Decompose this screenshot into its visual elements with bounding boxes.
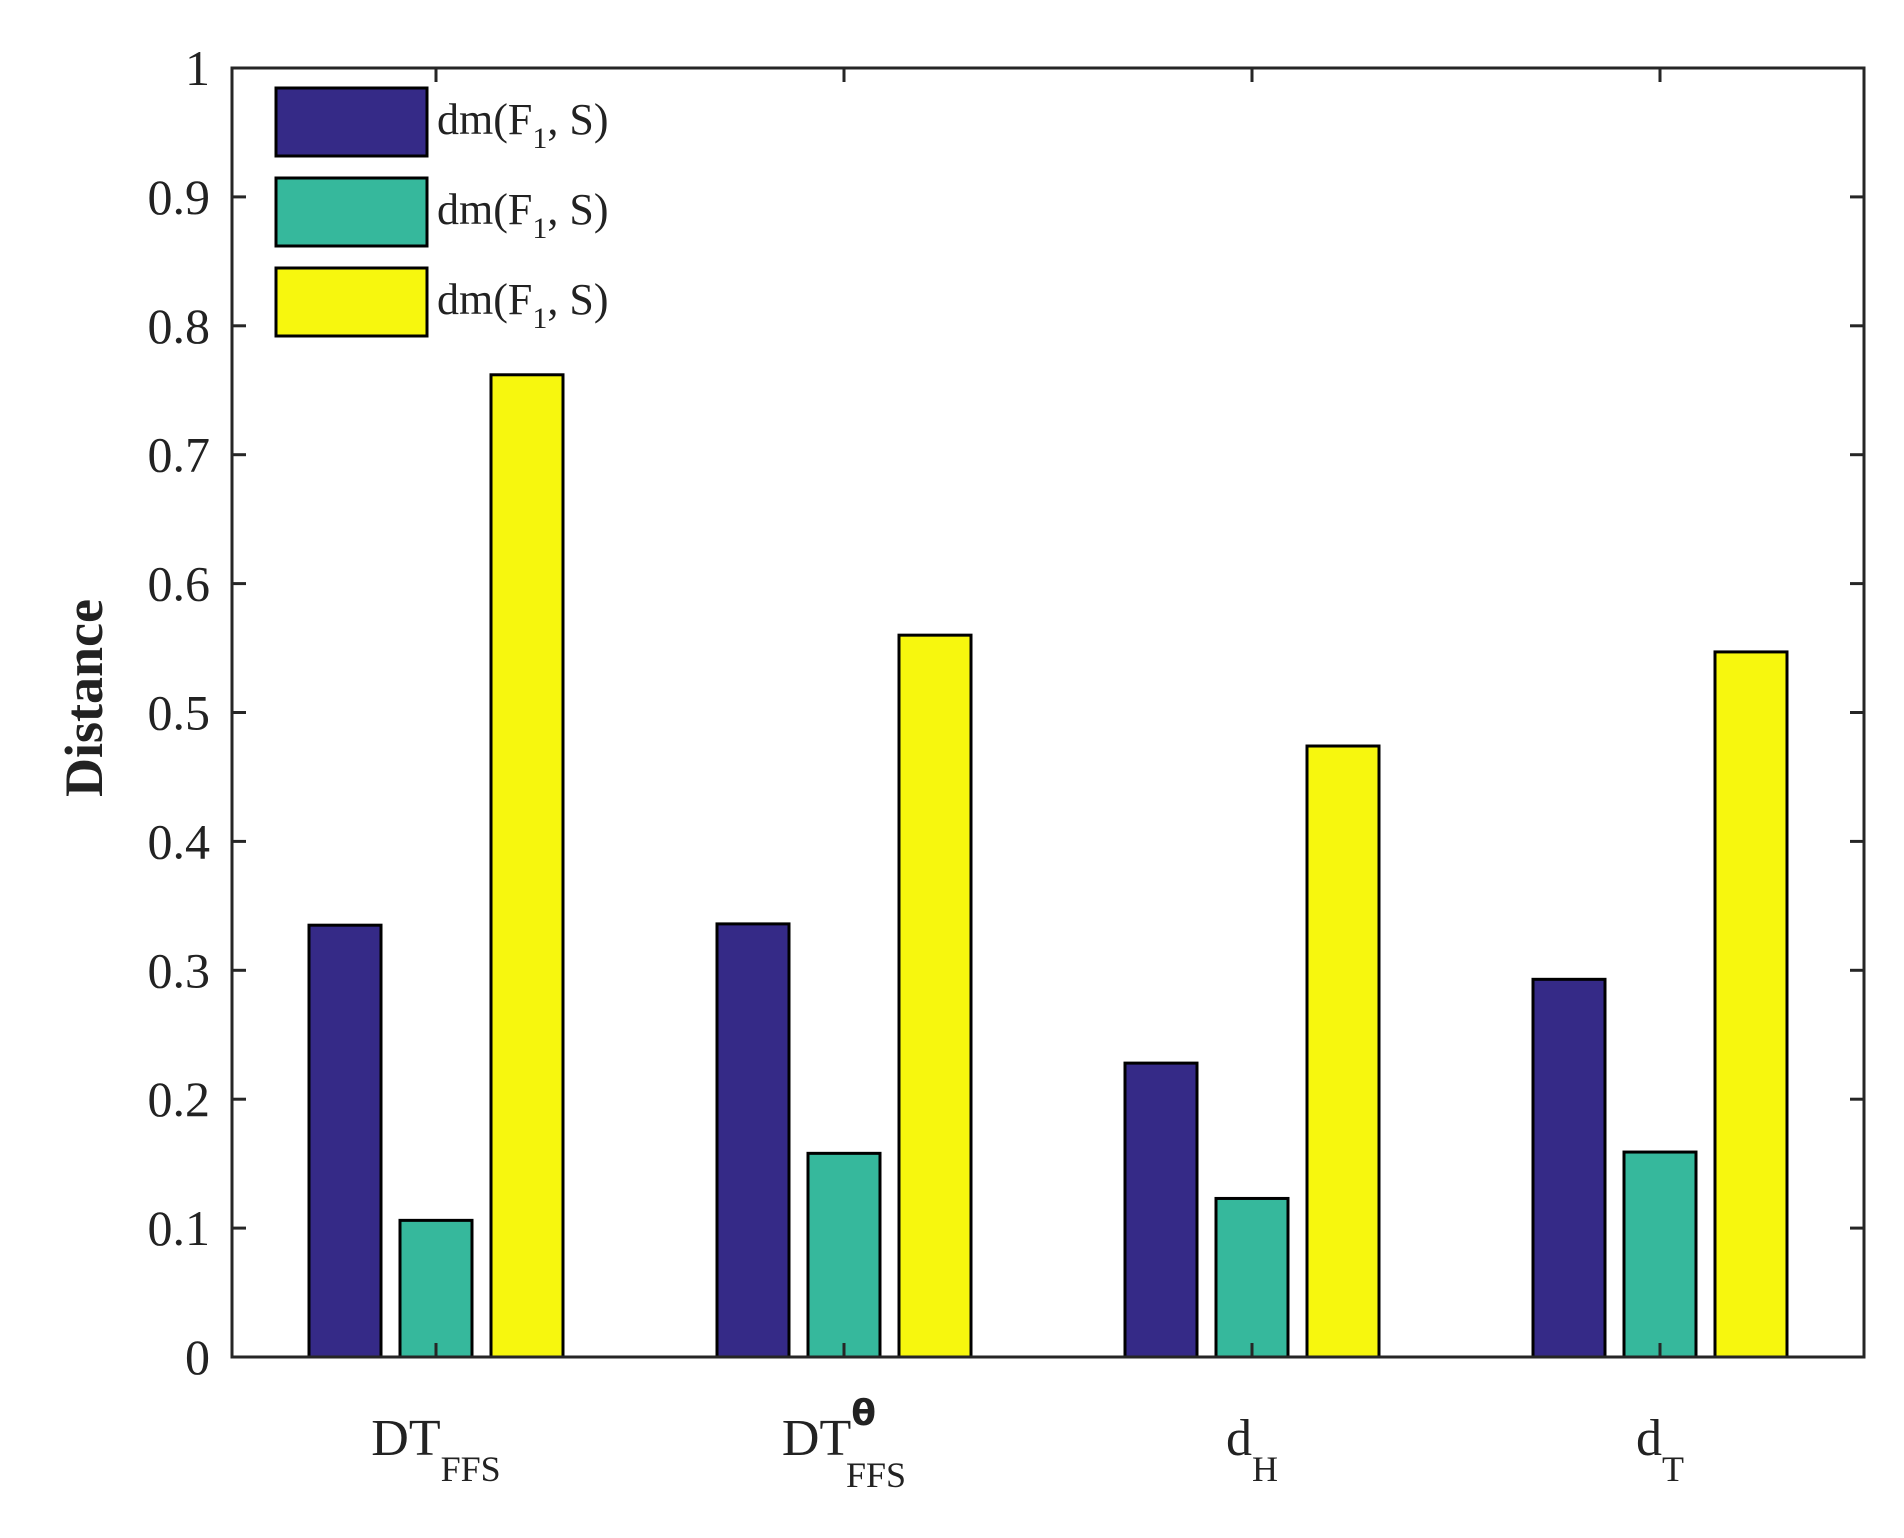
bar-2-series-2 xyxy=(1305,744,1381,1359)
x-tick-label: DTθ FFS xyxy=(782,1393,906,1495)
x-tick-label-main: d xyxy=(1636,1410,1662,1467)
legend-label-0: dm(F1, S) xyxy=(437,95,608,155)
y-tick-label: 0.1 xyxy=(148,1200,211,1256)
y-tick-label: 0.4 xyxy=(148,813,211,869)
legend-label-tail: , S) xyxy=(547,185,608,234)
bars-group xyxy=(307,373,1789,1359)
x-tick-label-sub: FFS xyxy=(846,1455,906,1495)
y-tick-label: 0.7 xyxy=(148,427,211,483)
y-tick-label: 0.3 xyxy=(148,942,211,998)
y-axis-label: Distance xyxy=(54,599,114,797)
bar-2-series-1 xyxy=(1214,1196,1290,1359)
x-tick-label-main: DT xyxy=(371,1410,440,1467)
y-tick-label: 0.5 xyxy=(148,685,211,741)
x-tick-label: dT xyxy=(1636,1410,1684,1489)
legend-label-1: dm(F1, S) xyxy=(437,185,608,245)
y-tick-label: 0.9 xyxy=(148,169,211,225)
bar-2-series-0 xyxy=(1123,1061,1199,1359)
y-tick-label: 0 xyxy=(185,1329,210,1385)
legend-label-sub: 1 xyxy=(532,212,547,245)
legend-label-main: dm(F xyxy=(437,95,532,144)
bar-3-series-1 xyxy=(1622,1150,1698,1359)
legend-label-tail: , S) xyxy=(547,95,608,144)
bar-3-series-0 xyxy=(1531,977,1607,1359)
legend-label-sub: 1 xyxy=(532,302,547,335)
bar-3-series-2 xyxy=(1713,650,1789,1359)
legend-swatch-2 xyxy=(274,266,429,338)
y-tick-label: 1 xyxy=(185,40,210,96)
x-tick-label-sub: FFS xyxy=(441,1449,501,1489)
legend: dm(F1, S)dm(F1, S)dm(F1, S) xyxy=(274,86,608,338)
x-tick-label: dH xyxy=(1226,1410,1278,1489)
x-tick-label: DTFFS xyxy=(371,1410,500,1489)
y-tick-label: 0.2 xyxy=(148,1071,211,1127)
bar-0-series-0 xyxy=(307,923,383,1359)
legend-label-main: dm(F xyxy=(437,185,532,234)
legend-label-tail: , S) xyxy=(547,275,608,324)
legend-label-main: dm(F xyxy=(437,275,532,324)
bar-0-series-2 xyxy=(489,373,565,1359)
legend-label-2: dm(F1, S) xyxy=(437,275,608,335)
x-tick-label-sup: θ xyxy=(851,1393,876,1434)
x-tick-label-main: DT xyxy=(782,1410,851,1467)
bar-1-series-2 xyxy=(897,633,973,1359)
x-tick-label-main: d xyxy=(1226,1410,1252,1467)
legend-swatch-1 xyxy=(274,176,429,248)
legend-swatch-0 xyxy=(274,86,429,158)
x-tick-label-sub: T xyxy=(1662,1449,1684,1489)
y-tick-label: 0.6 xyxy=(148,556,211,612)
bar-0-series-1 xyxy=(398,1218,474,1359)
legend-label-sub: 1 xyxy=(532,122,547,155)
bar-1-series-0 xyxy=(715,922,791,1359)
bar-1-series-1 xyxy=(806,1151,882,1359)
x-tick-label-sub: H xyxy=(1252,1449,1278,1489)
y-tick-label: 0.8 xyxy=(148,298,211,354)
